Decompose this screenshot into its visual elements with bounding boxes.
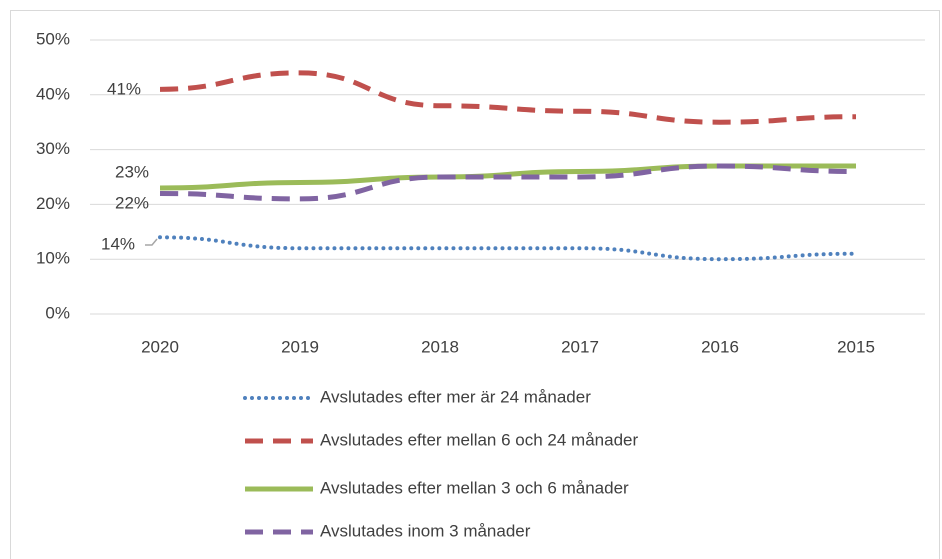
legend-label: Avslutades inom 3 månader — [320, 521, 531, 540]
y-tick-label: 50% — [36, 29, 70, 48]
y-tick-label: 0% — [45, 303, 70, 322]
x-tick-label: 2019 — [281, 337, 319, 356]
series-line — [159, 70, 857, 125]
chart-border — [10, 10, 940, 559]
x-tick-label: 2020 — [141, 337, 179, 356]
y-tick-label: 10% — [36, 249, 70, 268]
y-tick-label: 40% — [36, 84, 70, 103]
series-line — [159, 163, 857, 202]
data-label: 14% — [101, 234, 135, 253]
data-label: 22% — [115, 193, 149, 212]
legend-label: Avslutades efter mellan 3 och 6 månader — [320, 478, 629, 497]
x-tick-label: 2016 — [701, 337, 739, 356]
legend-label: Avslutades efter mellan 6 och 24 månader — [320, 430, 638, 449]
x-tick-label: 2018 — [421, 337, 459, 356]
y-tick-label: 20% — [36, 194, 70, 213]
x-tick-label: 2015 — [837, 337, 875, 356]
x-tick-label: 2017 — [561, 337, 599, 356]
legend-label: Avslutades efter mer är 24 månader — [320, 387, 591, 406]
series-line — [158, 235, 858, 262]
data-label: 41% — [107, 79, 141, 98]
data-label: 23% — [115, 162, 149, 181]
y-tick-label: 30% — [36, 139, 70, 158]
leader-line — [145, 238, 158, 246]
